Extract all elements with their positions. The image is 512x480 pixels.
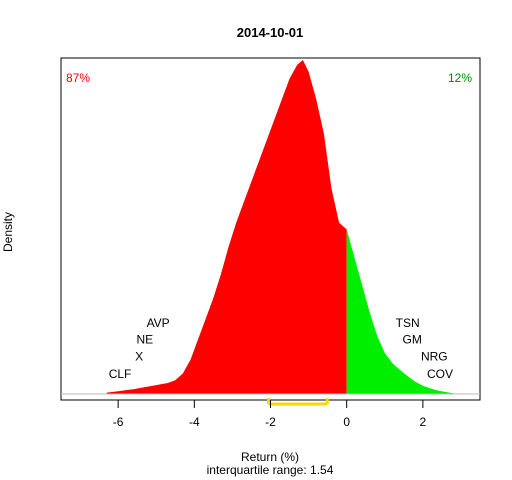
x-tick-label: 0 (343, 415, 350, 429)
stock-label: AVP (147, 316, 170, 330)
stock-label: X (135, 349, 143, 363)
x-axis-label: Return (%) (241, 450, 299, 464)
x-tick-label: -2 (265, 415, 276, 429)
chart-title: 2014-10-01 (237, 25, 304, 40)
stock-label: CLF (109, 367, 132, 381)
negative-return-area (106, 60, 347, 395)
stock-label: GM (403, 332, 422, 346)
x-tick-label: 2 (420, 415, 427, 429)
stock-label: TSN (396, 316, 420, 330)
stock-label: NRG (421, 349, 448, 363)
positive-share-label: 12% (448, 71, 472, 85)
x-tick-label: -6 (113, 415, 124, 429)
stock-label: NE (136, 332, 153, 346)
positive-return-area (346, 229, 461, 394)
x-tick-label: -4 (189, 415, 200, 429)
stock-label: COV (427, 367, 453, 381)
negative-share-label: 87% (66, 71, 90, 85)
iqr-caption: interquartile range: 1.54 (207, 463, 334, 477)
y-axis-label: Density (1, 212, 15, 252)
